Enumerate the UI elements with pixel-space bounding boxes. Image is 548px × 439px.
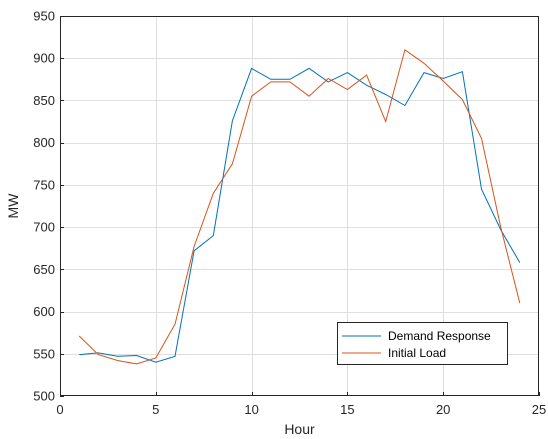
x-tick-label-15: 15 [340, 402, 354, 417]
data-point-initial-load-15 [346, 88, 349, 91]
legend-box [337, 322, 508, 365]
data-point-demand-response-8 [212, 234, 215, 237]
data-point-demand-response-5 [154, 361, 157, 364]
data-point-initial-load-11 [269, 80, 272, 83]
data-point-demand-response-3 [116, 355, 119, 358]
data-point-demand-response-24 [518, 261, 521, 264]
data-point-initial-load-13 [308, 95, 311, 98]
data-point-demand-response-16 [365, 84, 368, 87]
y-tick-label-800: 800 [33, 135, 55, 150]
data-point-demand-response-13 [308, 67, 311, 70]
data-point-initial-load-16 [365, 74, 368, 77]
data-point-demand-response-6 [174, 355, 177, 358]
data-point-initial-load-6 [174, 323, 177, 326]
grid [60, 16, 539, 396]
y-tick-label-600: 600 [33, 304, 55, 319]
data-point-demand-response-4 [135, 354, 138, 357]
data-point-initial-load-12 [288, 80, 291, 83]
data-point-demand-response-9 [231, 119, 234, 122]
data-point-demand-response-22 [480, 188, 483, 191]
data-point-initial-load-1 [78, 335, 81, 338]
data-point-initial-load-19 [423, 62, 426, 65]
data-point-initial-load-17 [384, 120, 387, 123]
data-point-demand-response-21 [461, 70, 464, 73]
ticks [60, 16, 540, 397]
y-tick-label-850: 850 [33, 93, 55, 108]
data-point-demand-response-15 [346, 71, 349, 74]
data-point-initial-load-24 [518, 302, 521, 305]
data-point-demand-response-17 [384, 93, 387, 96]
tick-labels: 0 5 10 15 20 25 500 550 600 650 700 750 800 850 900 950 [33, 9, 546, 418]
data-point-demand-response-12 [288, 78, 291, 81]
data-point-initial-load-20 [442, 80, 445, 83]
data-point-initial-load-3 [116, 359, 119, 362]
data-point-initial-load-23 [499, 226, 502, 229]
data-point-initial-load-18 [403, 48, 406, 51]
data-point-initial-load-9 [231, 162, 234, 165]
plot-frame [60, 16, 539, 396]
data-point-initial-load-4 [135, 362, 138, 365]
data-point-initial-load-14 [327, 77, 330, 80]
data-point-initial-load-22 [480, 137, 483, 140]
data-point-initial-load-8 [212, 192, 215, 195]
x-tick-label-0: 0 [56, 402, 63, 417]
data-point-demand-response-11 [269, 78, 272, 81]
y-tick-label-750: 750 [33, 177, 55, 192]
legend-label-demand-response: Demand Response [388, 329, 491, 343]
data-point-initial-load-7 [193, 245, 196, 248]
data-point-demand-response-14 [327, 80, 330, 83]
y-tick-label-550: 550 [33, 346, 55, 361]
data-point-demand-response-1 [78, 353, 81, 356]
legend-label-initial-load: Initial Load [388, 346, 446, 360]
data-point-demand-response-18 [403, 104, 406, 107]
y-tick-label-950: 950 [33, 9, 55, 24]
data-point-initial-load-21 [461, 98, 464, 101]
data-point-initial-load-2 [97, 353, 100, 356]
y-tick-label-700: 700 [33, 220, 55, 235]
x-axis-label: Hour [284, 421, 315, 437]
legend: Demand Response Initial Load [337, 322, 508, 365]
data-point-initial-load-5 [154, 357, 157, 360]
series-line-demand-response [79, 67, 521, 363]
y-tick-label-500: 500 [33, 389, 55, 404]
data-point-demand-response-19 [423, 71, 426, 74]
y-axis-label: MW [5, 193, 21, 219]
y-tick-label-650: 650 [33, 262, 55, 277]
x-tick-label-5: 5 [152, 402, 159, 417]
data-point-demand-response-10 [250, 67, 253, 70]
series-line-initial-load [78, 48, 521, 365]
x-tick-label-25: 25 [532, 402, 546, 417]
y-tick-label-900: 900 [33, 51, 55, 66]
x-tick-label-20: 20 [436, 402, 450, 417]
series-layer [78, 48, 521, 365]
data-point-initial-load-10 [250, 95, 253, 98]
x-tick-label-10: 10 [244, 402, 258, 417]
